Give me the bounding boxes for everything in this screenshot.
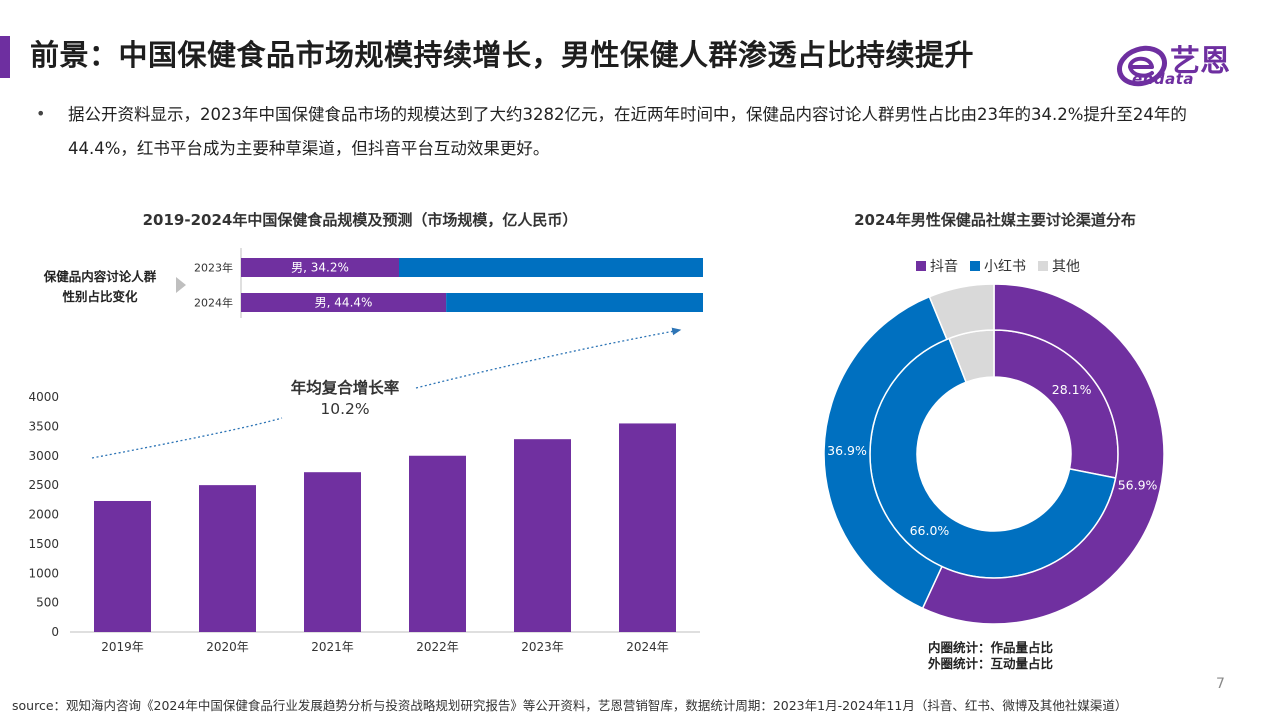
donut-data-label: 28.1% [1052, 382, 1092, 397]
gender-share-bar-chart: 2023年 男, 34.2% 2024年 男, 44.4% [194, 248, 703, 318]
x-tick-label: 2023年 [521, 640, 564, 654]
hbar-category-label: 2023年 [194, 261, 233, 275]
gender-share-label: 保健品内容讨论人群 性别占比变化 [30, 267, 170, 307]
title-accent-bar [0, 36, 10, 78]
inner-ring-slice-其他 [948, 329, 995, 384]
y-tick-label: 1500 [28, 537, 59, 551]
legend-label-xiaohongshu: 小红书 [984, 259, 1026, 275]
bar-2021年 [304, 472, 361, 632]
bar-chart-title: 2019-2024年中国保健食品规模及预测（市场规模，亿人民币） [142, 211, 578, 229]
bar-2020年 [199, 485, 256, 632]
endata-logo-icon [1117, 45, 1167, 87]
endata-logo: 艺恩 endata [1112, 36, 1242, 88]
channel-donut-chart: 28.1% 66.0% 56.9% 36.9% [823, 283, 1165, 625]
outer-ring-slice-小红书 [823, 295, 948, 610]
cagr-trend-line-right [415, 327, 682, 389]
bullet-icon: • [36, 104, 46, 123]
y-tick-label: 1000 [28, 566, 59, 580]
hbar-male-segment [241, 293, 447, 312]
source-note: source：观知海内咨询《2024年中国保健食品行业发展趋势分析与投资战略规划… [12, 698, 1128, 713]
legend-swatch-douyin [916, 261, 926, 271]
inner-ring-slice-小红书 [869, 337, 1117, 579]
legend-item-xiaohongshu: 小红书 [970, 256, 1026, 276]
donut-data-label: 56.9% [1118, 478, 1158, 493]
x-tick-label: 2021年 [311, 640, 354, 654]
bar-2024年 [619, 423, 676, 632]
gender-label-arrow-icon [176, 277, 186, 293]
donut-data-label: 66.0% [910, 523, 950, 538]
donut-chart-title: 2024年男性保健品社媒主要讨论渠道分布 [854, 211, 1136, 229]
intro-paragraph: 据公开资料显示，2023年中国保健食品市场的规模达到了大约3282亿元，在近两年… [68, 105, 1187, 158]
donut-notes: 内圈统计：作品量占比 外圈统计：互动量占比 [928, 640, 1053, 672]
outer-ring-slice-其他 [928, 283, 995, 341]
hbar-rest-segment [446, 293, 703, 312]
cagr-trend-line-left [91, 417, 283, 459]
y-tick-label: 0 [51, 625, 59, 639]
hbar-category-label: 2024年 [194, 296, 233, 310]
donut-note-outer: 外圈统计：互动量占比 [928, 656, 1054, 671]
hbar-data-label: 男, 34.2% [291, 261, 349, 275]
inner-ring-slice-抖音 [993, 329, 1119, 479]
donut-note-inner: 内圈统计：作品量占比 [928, 640, 1054, 655]
gender-share-label-line1: 保健品内容讨论人群 [43, 269, 157, 284]
donut-legend: 抖音 小红书 其他 [916, 256, 1080, 276]
gender-share-label-line2: 性别占比变化 [62, 289, 138, 304]
hbar-data-label: 男, 44.4% [315, 296, 373, 310]
y-tick-label: 3500 [28, 419, 59, 433]
cagr-label: 年均复合增长率 [290, 379, 400, 397]
hbar-male-segment [241, 258, 400, 277]
legend-label-other: 其他 [1052, 259, 1080, 275]
y-tick-label: 500 [36, 596, 59, 610]
outer-ring-slice-抖音 [921, 283, 1165, 625]
market-size-bar-chart: 0 500 1000 1500 2000 2500 3000 3500 4000 2019年 202… [28, 390, 700, 654]
y-tick-label: 2500 [28, 478, 59, 492]
x-tick-label: 2019年 [101, 640, 144, 654]
legend-item-douyin: 抖音 [916, 256, 958, 276]
x-tick-label: 2020年 [206, 640, 249, 654]
y-tick-label: 4000 [28, 390, 59, 404]
bar-2022年 [409, 455, 466, 632]
logo-name: 艺恩 [1170, 44, 1230, 79]
y-tick-label: 3000 [28, 449, 59, 463]
legend-swatch-other [1038, 261, 1048, 271]
y-tick-label: 2000 [28, 508, 59, 522]
bar-2019年 [94, 500, 151, 632]
legend-label-douyin: 抖音 [930, 259, 958, 275]
cagr-value: 10.2% [320, 400, 370, 418]
donut-data-label: 36.9% [827, 443, 867, 458]
logo-english-name: endata [1132, 70, 1195, 88]
bar-2023年 [514, 439, 571, 632]
page-title: 前景：中国保健食品市场规模持续增长，男性保健人群渗透占比持续提升 [30, 38, 975, 72]
legend-item-other: 其他 [1038, 256, 1080, 276]
x-tick-label: 2024年 [626, 640, 669, 654]
page-number: 7 [1216, 676, 1225, 692]
x-tick-label: 2022年 [416, 640, 459, 654]
legend-swatch-xiaohongshu [970, 261, 980, 271]
hbar-rest-segment [399, 258, 703, 277]
